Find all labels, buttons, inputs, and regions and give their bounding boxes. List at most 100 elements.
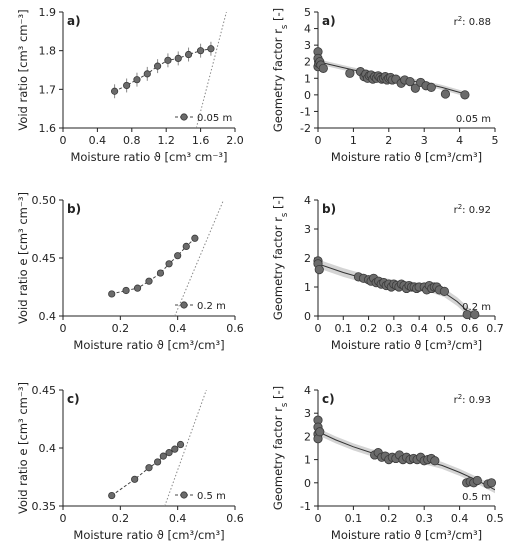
data-point xyxy=(191,234,199,242)
x-tick-label: 0.4 xyxy=(451,512,469,525)
data-point xyxy=(154,62,162,70)
y-axis-label: Geometry factor rs [-] xyxy=(271,196,290,320)
panel-label: a) xyxy=(67,14,81,28)
y-tick-label: 0 xyxy=(304,89,311,102)
y-tick-label: -1 xyxy=(300,500,311,513)
y-axis-label: Geometry factor rs [-] xyxy=(271,8,290,132)
x-tick-label: 0.6 xyxy=(226,512,244,525)
panel-label: a) xyxy=(322,14,336,28)
y-tick-label: 0.45 xyxy=(32,252,57,265)
chart-panel-4: 0 0.1 0.2 0.3 0.4 0.5 0.6 0.7 0 1 2 3 4 Moisture rati… xyxy=(271,194,504,352)
data-point xyxy=(165,260,173,268)
x-tick-label: 0.6 xyxy=(226,322,244,335)
data-point xyxy=(460,90,470,100)
data-point xyxy=(133,76,141,84)
y-tick-label: 1 xyxy=(304,454,311,467)
saturation-line xyxy=(164,390,207,506)
data-point xyxy=(315,427,325,437)
y-tick-label: 4 xyxy=(304,23,311,36)
data-point xyxy=(123,81,131,90)
data-point xyxy=(174,252,182,260)
r-squared-symbol: r xyxy=(454,17,459,28)
r-squared-value: : 0.88 xyxy=(462,17,491,28)
panel-label: b) xyxy=(322,202,336,216)
depth-annotation: 0.5 m xyxy=(462,492,491,503)
y-axis-label-subscript: s xyxy=(280,212,290,217)
legend-marker xyxy=(180,491,188,499)
y-axis-label: Void ratio e [cm³ cm⁻³] xyxy=(16,382,30,514)
x-axis-label: Moisture ratio ϑ [cm³/cm³] xyxy=(331,528,482,542)
data-point xyxy=(133,284,142,292)
x-tick-label: 0.2 xyxy=(112,512,130,525)
y-tick-label: 0 xyxy=(304,477,311,490)
r-squared-value: : 0.92 xyxy=(462,205,491,216)
data-point xyxy=(197,47,205,55)
legend-marker xyxy=(180,113,188,121)
x-axis-label: Moisture ratio ϑ [cm³/cm³] xyxy=(73,528,224,542)
depth-annotation: 0.05 m xyxy=(456,114,491,125)
data-point xyxy=(439,286,450,296)
data-point xyxy=(182,242,190,250)
y-axis-label-unit: [-] xyxy=(271,196,285,213)
x-axis-label: Moisture ratio ϑ [cm³ cm⁻³] xyxy=(70,150,227,164)
y-axis-label: Void ratio [cm³ cm⁻³] xyxy=(16,9,30,130)
legend-label: 0.05 m xyxy=(197,113,232,124)
data-point xyxy=(108,290,116,298)
x-tick-label: 5 xyxy=(492,134,499,147)
y-axis-label-main: Void ratio e [cm³ cm⁻³] xyxy=(16,382,30,514)
x-tick-label: 0.5 xyxy=(486,512,504,525)
x-tick-label: 0 xyxy=(315,512,322,525)
data-point xyxy=(143,70,151,78)
y-tick-label: 0.45 xyxy=(32,384,57,397)
panel-label: b) xyxy=(67,202,81,216)
y-tick-label: 1 xyxy=(304,281,311,294)
data-point xyxy=(472,475,482,486)
y-tick-label: 2 xyxy=(304,252,311,265)
data-point xyxy=(470,309,480,320)
data-point xyxy=(159,452,167,460)
y-axis-label-main: Geometry factor r xyxy=(271,29,285,132)
x-tick-label: 0.7 xyxy=(486,322,504,335)
x-tick-label: 0 xyxy=(60,512,67,525)
panel-label: c) xyxy=(322,392,335,406)
data-point xyxy=(122,286,130,295)
data-point xyxy=(318,63,328,73)
data-point xyxy=(108,491,116,500)
y-tick-label: 3 xyxy=(304,223,311,236)
data-point xyxy=(131,475,139,483)
data-point xyxy=(430,456,440,466)
x-axis-label: Moisture ratio ϑ [cm³/cm³] xyxy=(73,338,224,352)
chart-panel-1: 0 0.4 0.8 1.2 1.6 2.0 1.6 1.7 1.8 1.9 Moisture rat… xyxy=(16,6,244,164)
x-tick-label: 0.4 xyxy=(169,512,187,525)
depth-annotation: 0.2 m xyxy=(462,302,491,313)
x-tick-label: 0 xyxy=(60,322,67,335)
x-tick-label: 0.8 xyxy=(123,134,141,147)
y-tick-label: 1.8 xyxy=(39,45,57,58)
data-point xyxy=(156,269,165,277)
series-connector-line xyxy=(114,48,212,92)
x-axis-label: Moisture ratio ϑ [cm³/cm³] xyxy=(331,338,482,352)
y-axis-label-main: Void ratio [cm³ cm⁻³] xyxy=(16,9,30,130)
y-tick-label: 0.50 xyxy=(32,194,57,207)
r-squared-exponent: 2 xyxy=(458,15,462,23)
y-axis-label-subscript: s xyxy=(280,402,290,407)
data-point xyxy=(486,478,497,488)
y-tick-label: 1 xyxy=(304,72,311,85)
y-tick-label: -1 xyxy=(300,105,311,118)
legend-marker xyxy=(180,301,188,309)
x-tick-label: 2.0 xyxy=(226,134,244,147)
x-tick-label: 1.2 xyxy=(157,134,175,147)
x-tick-label: 0.3 xyxy=(415,512,433,525)
y-tick-label: 0.4 xyxy=(39,442,57,455)
x-tick-label: 4 xyxy=(456,134,463,147)
x-tick-label: 0.3 xyxy=(385,322,403,335)
y-tick-label: 0.35 xyxy=(32,500,57,513)
r-squared-label: r2: 0.88 xyxy=(454,15,491,28)
y-tick-label: 1.9 xyxy=(39,6,57,19)
y-tick-label: 0 xyxy=(304,310,311,323)
y-axis-label: Geometry factor rs [-] xyxy=(271,386,290,510)
data-point xyxy=(426,82,436,93)
plot-area xyxy=(114,12,227,128)
x-tick-label: 1 xyxy=(350,134,357,147)
